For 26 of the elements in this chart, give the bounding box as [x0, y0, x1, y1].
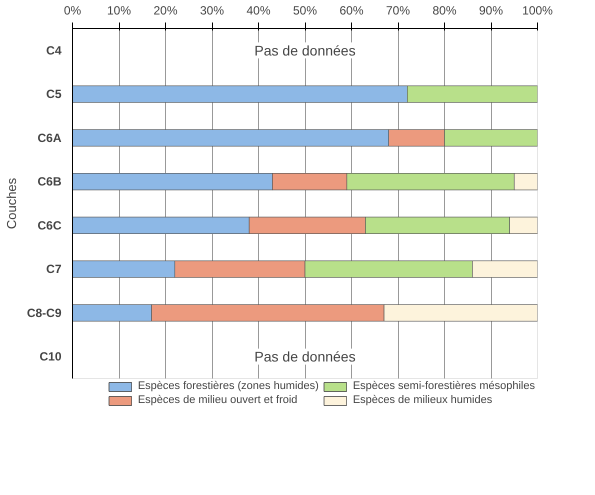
y-tick-label: C8-C9: [26, 306, 62, 320]
x-tick-label: 40%: [246, 4, 271, 18]
x-tick-label: 30%: [200, 4, 224, 18]
annotation: Pas de données: [254, 42, 356, 58]
x-tick-label: 100%: [522, 4, 554, 18]
y-tick-label: C7: [46, 262, 62, 276]
y-axis-title: Couches: [4, 177, 19, 230]
legend-label: Espèces forestières (zones humides): [138, 380, 319, 392]
x-tick-label: 20%: [153, 4, 178, 18]
x-tick-label: 60%: [339, 4, 364, 18]
y-tick-label: C5: [46, 87, 62, 102]
x-tick-label: 80%: [432, 4, 457, 18]
legend-label: Espèces de milieu ouvert et froid: [138, 394, 298, 406]
x-tick-label: 50%: [292, 4, 318, 18]
legend-label: Espèces semi-forestières mésophiles: [352, 380, 535, 392]
legend-label: Espèces de milieux humides: [352, 394, 492, 406]
x-tick-label: 90%: [478, 4, 504, 18]
annotation: Pas de données: [254, 348, 356, 365]
x-tick-label: 70%: [386, 4, 410, 18]
y-tick-label: C4: [46, 43, 62, 58]
y-tick-label: C6C: [37, 218, 62, 232]
x-tick-label: 0%: [64, 4, 82, 18]
y-tick-label: C6B: [37, 174, 62, 189]
y-tick-label: C10: [39, 350, 62, 364]
y-tick-label: C6A: [37, 130, 62, 145]
x-tick-label: 10%: [106, 4, 132, 18]
